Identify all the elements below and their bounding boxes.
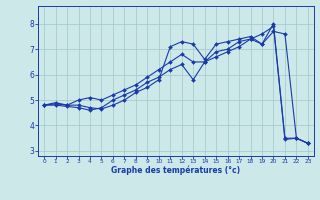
X-axis label: Graphe des températures (°c): Graphe des températures (°c) bbox=[111, 166, 241, 175]
